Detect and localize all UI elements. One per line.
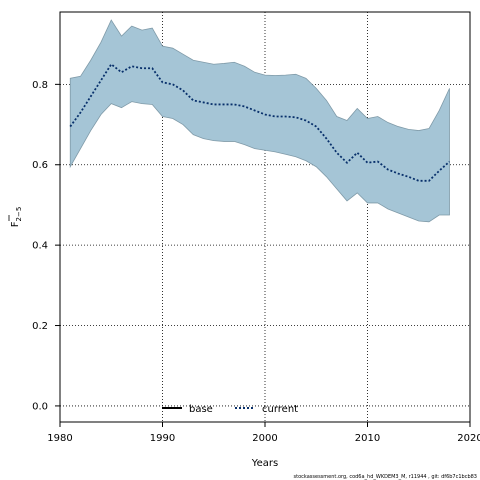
- x-tick-label: 2010: [355, 433, 380, 444]
- y-axis-title-sub: 2−5: [15, 207, 23, 222]
- x-tick-label: 1980: [47, 433, 72, 444]
- x-tick-label: 2000: [252, 433, 277, 444]
- y-tick-label: 0.6: [32, 160, 48, 171]
- footer-text: stockassessment.org, cod6a_hd_WKDEM3_M, …: [294, 474, 477, 480]
- y-tick-label: 0.2: [32, 321, 48, 332]
- confidence-band: [69, 19, 450, 223]
- legend-label-base: base: [189, 404, 213, 415]
- x-axis: 1980 1990 2000 2010 2020: [47, 422, 480, 444]
- svg-text:F2−5: F2−5: [10, 207, 23, 228]
- series-line-current: [69, 62, 451, 182]
- y-axis-title-main: F: [10, 221, 21, 227]
- legend: base current: [162, 404, 298, 415]
- legend-label-current: current: [262, 404, 298, 415]
- x-axis-title: Years: [251, 458, 278, 469]
- y-axis: 0.0 0.2 0.4 0.6 0.8: [32, 80, 60, 412]
- y-tick-label: 0.4: [32, 241, 48, 252]
- y-axis-title: F2−5: [8, 207, 23, 228]
- x-tick-label: 1990: [150, 433, 175, 444]
- y-tick-label: 0.8: [32, 80, 48, 91]
- y-tick-label: 0.0: [32, 401, 48, 412]
- series-lines: [69, 62, 451, 182]
- confidence-band-area: [69, 19, 450, 223]
- x-tick-label: 2020: [457, 433, 480, 444]
